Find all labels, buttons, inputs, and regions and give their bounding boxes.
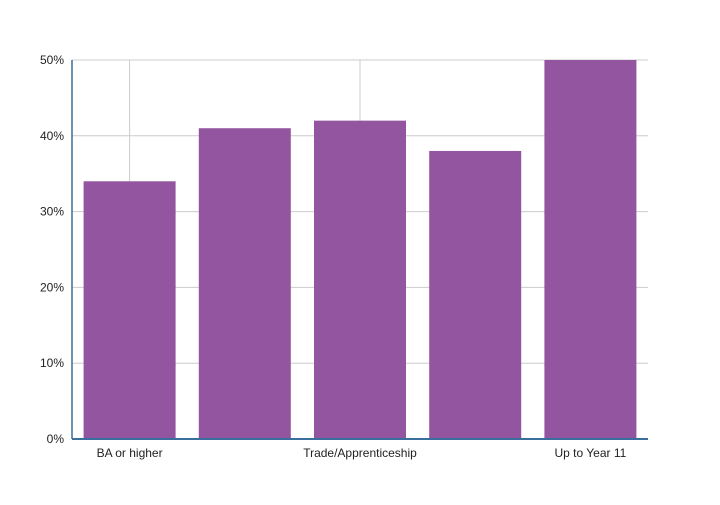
bar-0 [83, 181, 176, 439]
x-tick-label-4: Up to Year 11 [554, 446, 626, 460]
bars [83, 60, 637, 439]
y-tick-label-5: 50% [40, 53, 64, 67]
y-tick-label-0: 0% [47, 432, 65, 446]
x-tick-labels: BA or higher Trade/Apprenticeship Up to Ye… [97, 446, 627, 460]
y-tick-label-4: 40% [40, 129, 64, 143]
y-tick-labels: 0% 10% 20% 30% 40% 50% [40, 53, 64, 446]
bar-3 [429, 150, 522, 439]
axes [71, 60, 648, 440]
y-tick-label-1: 10% [40, 356, 64, 370]
bar-1 [198, 128, 291, 439]
x-tick-label-2: Trade/Apprenticeship [303, 446, 417, 460]
y-tick-label-2: 20% [40, 280, 64, 294]
y-tick-label-3: 30% [40, 205, 64, 219]
bar-2 [314, 120, 406, 439]
bar-4 [544, 60, 637, 439]
x-tick-label-0: BA or higher [97, 446, 163, 460]
